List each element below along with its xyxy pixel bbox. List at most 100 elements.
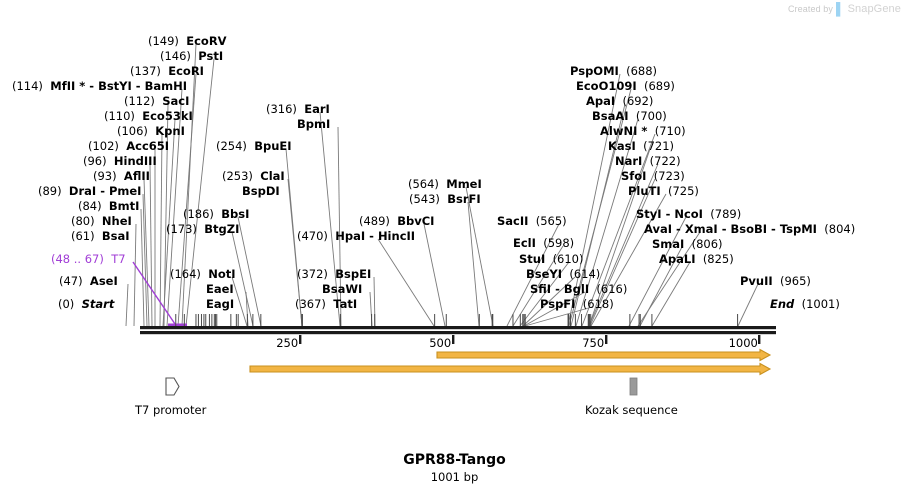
enzyme-label[interactable]: BspDI — [242, 185, 280, 197]
enzyme-label[interactable]: EagI — [206, 298, 234, 310]
enzyme-name: Start — [81, 297, 115, 311]
enzyme-label[interactable]: (0) Start — [58, 298, 114, 310]
enzyme-position: (367) — [295, 297, 326, 311]
enzyme-label[interactable]: AlwNI * (710) — [600, 125, 686, 137]
enzyme-name: BglI — [563, 282, 590, 296]
ruler-tick-mark — [452, 335, 455, 344]
label-leader-line — [581, 133, 656, 327]
kozak-box[interactable] — [629, 377, 638, 396]
enzyme-name: NheI — [101, 214, 132, 228]
orf-arrow[interactable] — [249, 362, 772, 376]
enzyme-name: NarI — [615, 154, 643, 168]
label-leader-line — [567, 73, 621, 327]
enzyme-name: BpuEI — [254, 139, 292, 153]
enzyme-name: EcoO109I — [576, 79, 637, 93]
enzyme-position: (598) — [543, 236, 575, 250]
enzyme-label[interactable]: EcoO109I (689) — [576, 80, 675, 92]
enzyme-label[interactable]: PspFI (618) — [540, 298, 614, 310]
enzyme-name: T7 — [111, 252, 126, 266]
orf-arrow[interactable] — [436, 348, 772, 362]
enzyme-position: (149) — [148, 34, 179, 48]
enzyme-name: BsoBI — [730, 222, 768, 236]
enzyme-position: (721) — [643, 139, 675, 153]
enzyme-name: EcoRI — [168, 64, 204, 78]
enzyme-label[interactable]: SfiI - BglI (616) — [530, 283, 627, 295]
enzyme-label[interactable]: (96) HindIII — [83, 155, 157, 167]
enzyme-label[interactable]: (372) BspEI — [297, 268, 371, 280]
enzyme-name: EcoRV — [186, 34, 227, 48]
enzyme-label[interactable]: BseYI (614) — [526, 268, 600, 280]
enzyme-label[interactable]: (102) Acc65I — [88, 140, 169, 152]
ruler-tick-mark — [299, 335, 302, 344]
enzyme-position: (84) — [78, 199, 102, 213]
enzyme-label[interactable]: KasI (721) — [608, 140, 674, 152]
enzyme-label[interactable]: (47) AseI — [59, 275, 118, 287]
enzyme-label[interactable]: (316) EarI — [266, 103, 330, 115]
enzyme-position: (173) — [166, 222, 197, 236]
enzyme-position: (723) — [653, 169, 685, 183]
enzyme-position: (110) — [104, 109, 135, 123]
enzyme-position: (700) — [635, 109, 667, 123]
enzyme-label[interactable]: (149) EcoRV — [148, 35, 227, 47]
enzyme-position: (1001) — [801, 297, 840, 311]
enzyme-label[interactable]: PspOMI (688) — [570, 65, 657, 77]
enzyme-label[interactable]: (89) DraI - PmeI — [38, 185, 141, 197]
enzyme-label[interactable]: ApaLI (825) — [659, 253, 734, 265]
enzyme-label[interactable]: (137) EcoRI — [130, 65, 204, 77]
enzyme-label[interactable]: PluTI (725) — [628, 185, 699, 197]
enzyme-label[interactable]: (106) KpnI — [117, 125, 185, 137]
enzyme-label[interactable]: StyI - NcoI (789) — [636, 208, 741, 220]
enzyme-label[interactable]: StuI (610) — [519, 253, 584, 265]
enzyme-label[interactable]: (543) BsrFI — [409, 193, 481, 205]
enzyme-position: (96) — [83, 154, 107, 168]
enzyme-label[interactable]: SfoI (723) — [621, 170, 685, 182]
enzyme-name: BsaWI — [322, 282, 363, 296]
enzyme-label[interactable]: (173) BtgZI — [166, 223, 239, 235]
enzyme-separator: - — [96, 184, 109, 198]
enzyme-label[interactable]: (110) Eco53kI — [104, 110, 193, 122]
enzyme-label[interactable]: (48 .. 67) T7 — [51, 253, 126, 265]
label-leader-line — [589, 178, 656, 327]
enzyme-name: PvuII — [740, 274, 773, 288]
enzyme-label[interactable]: (367) TatI — [295, 298, 357, 310]
enzyme-position: (48 .. 67) — [51, 252, 104, 266]
promoter-arrow-icon[interactable] — [165, 377, 180, 396]
enzyme-label[interactable]: (146) PstI — [160, 50, 223, 62]
enzyme-label[interactable]: EclI (598) — [513, 237, 574, 249]
enzyme-label[interactable]: (84) BmtI — [78, 200, 139, 212]
ruler-tick-label: 750 — [582, 336, 605, 350]
enzyme-label[interactable]: (164) NotI — [170, 268, 236, 280]
enzyme-label[interactable]: (186) BbsI — [183, 208, 249, 220]
enzyme-label[interactable]: EaeI — [206, 283, 234, 295]
enzyme-label[interactable]: (564) MmeI — [408, 178, 482, 190]
enzyme-label[interactable]: BpmI — [297, 118, 330, 130]
enzyme-separator: - — [672, 222, 685, 236]
enzyme-name: StyI — [636, 207, 662, 221]
enzyme-name: PspOMI — [570, 64, 619, 78]
enzyme-label[interactable]: (61) BsaI — [71, 230, 130, 242]
enzyme-position: (89) — [38, 184, 62, 198]
enzyme-label[interactable]: (253) ClaI — [222, 170, 285, 182]
enzyme-name: BspDI — [242, 184, 280, 198]
enzyme-name: EclI — [513, 236, 536, 250]
enzyme-label[interactable]: (489) BbvCI — [359, 215, 434, 227]
label-leader-line — [377, 238, 435, 327]
enzyme-label[interactable]: AvaI - XmaI - BsoBI - TspMI (804) — [644, 223, 855, 235]
enzyme-label[interactable]: (112) SacI — [124, 95, 189, 107]
enzyme-name: SacI — [162, 94, 190, 108]
enzyme-label[interactable]: PvuII (965) — [740, 275, 811, 287]
enzyme-label[interactable]: BsaWI — [322, 283, 362, 295]
enzyme-label[interactable]: (114) MfII * - BstYI - BamHI — [12, 80, 187, 92]
enzyme-label[interactable]: SacII (565) — [497, 215, 567, 227]
enzyme-label[interactable]: (254) BpuEI — [216, 140, 292, 152]
enzyme-label[interactable]: (93) AflII — [93, 170, 150, 182]
enzyme-label[interactable]: (470) HpaI - HincII — [297, 230, 415, 242]
enzyme-label[interactable]: ApaI (692) — [586, 95, 653, 107]
label-leader-line — [465, 186, 494, 327]
enzyme-label[interactable]: (80) NheI — [71, 215, 132, 227]
enzyme-label[interactable]: SmaI (806) — [652, 238, 723, 250]
enzyme-label[interactable]: BsaAI (700) — [592, 110, 667, 122]
enzyme-label[interactable]: NarI (722) — [615, 155, 681, 167]
enzyme-label[interactable]: End (1001) — [770, 298, 840, 310]
